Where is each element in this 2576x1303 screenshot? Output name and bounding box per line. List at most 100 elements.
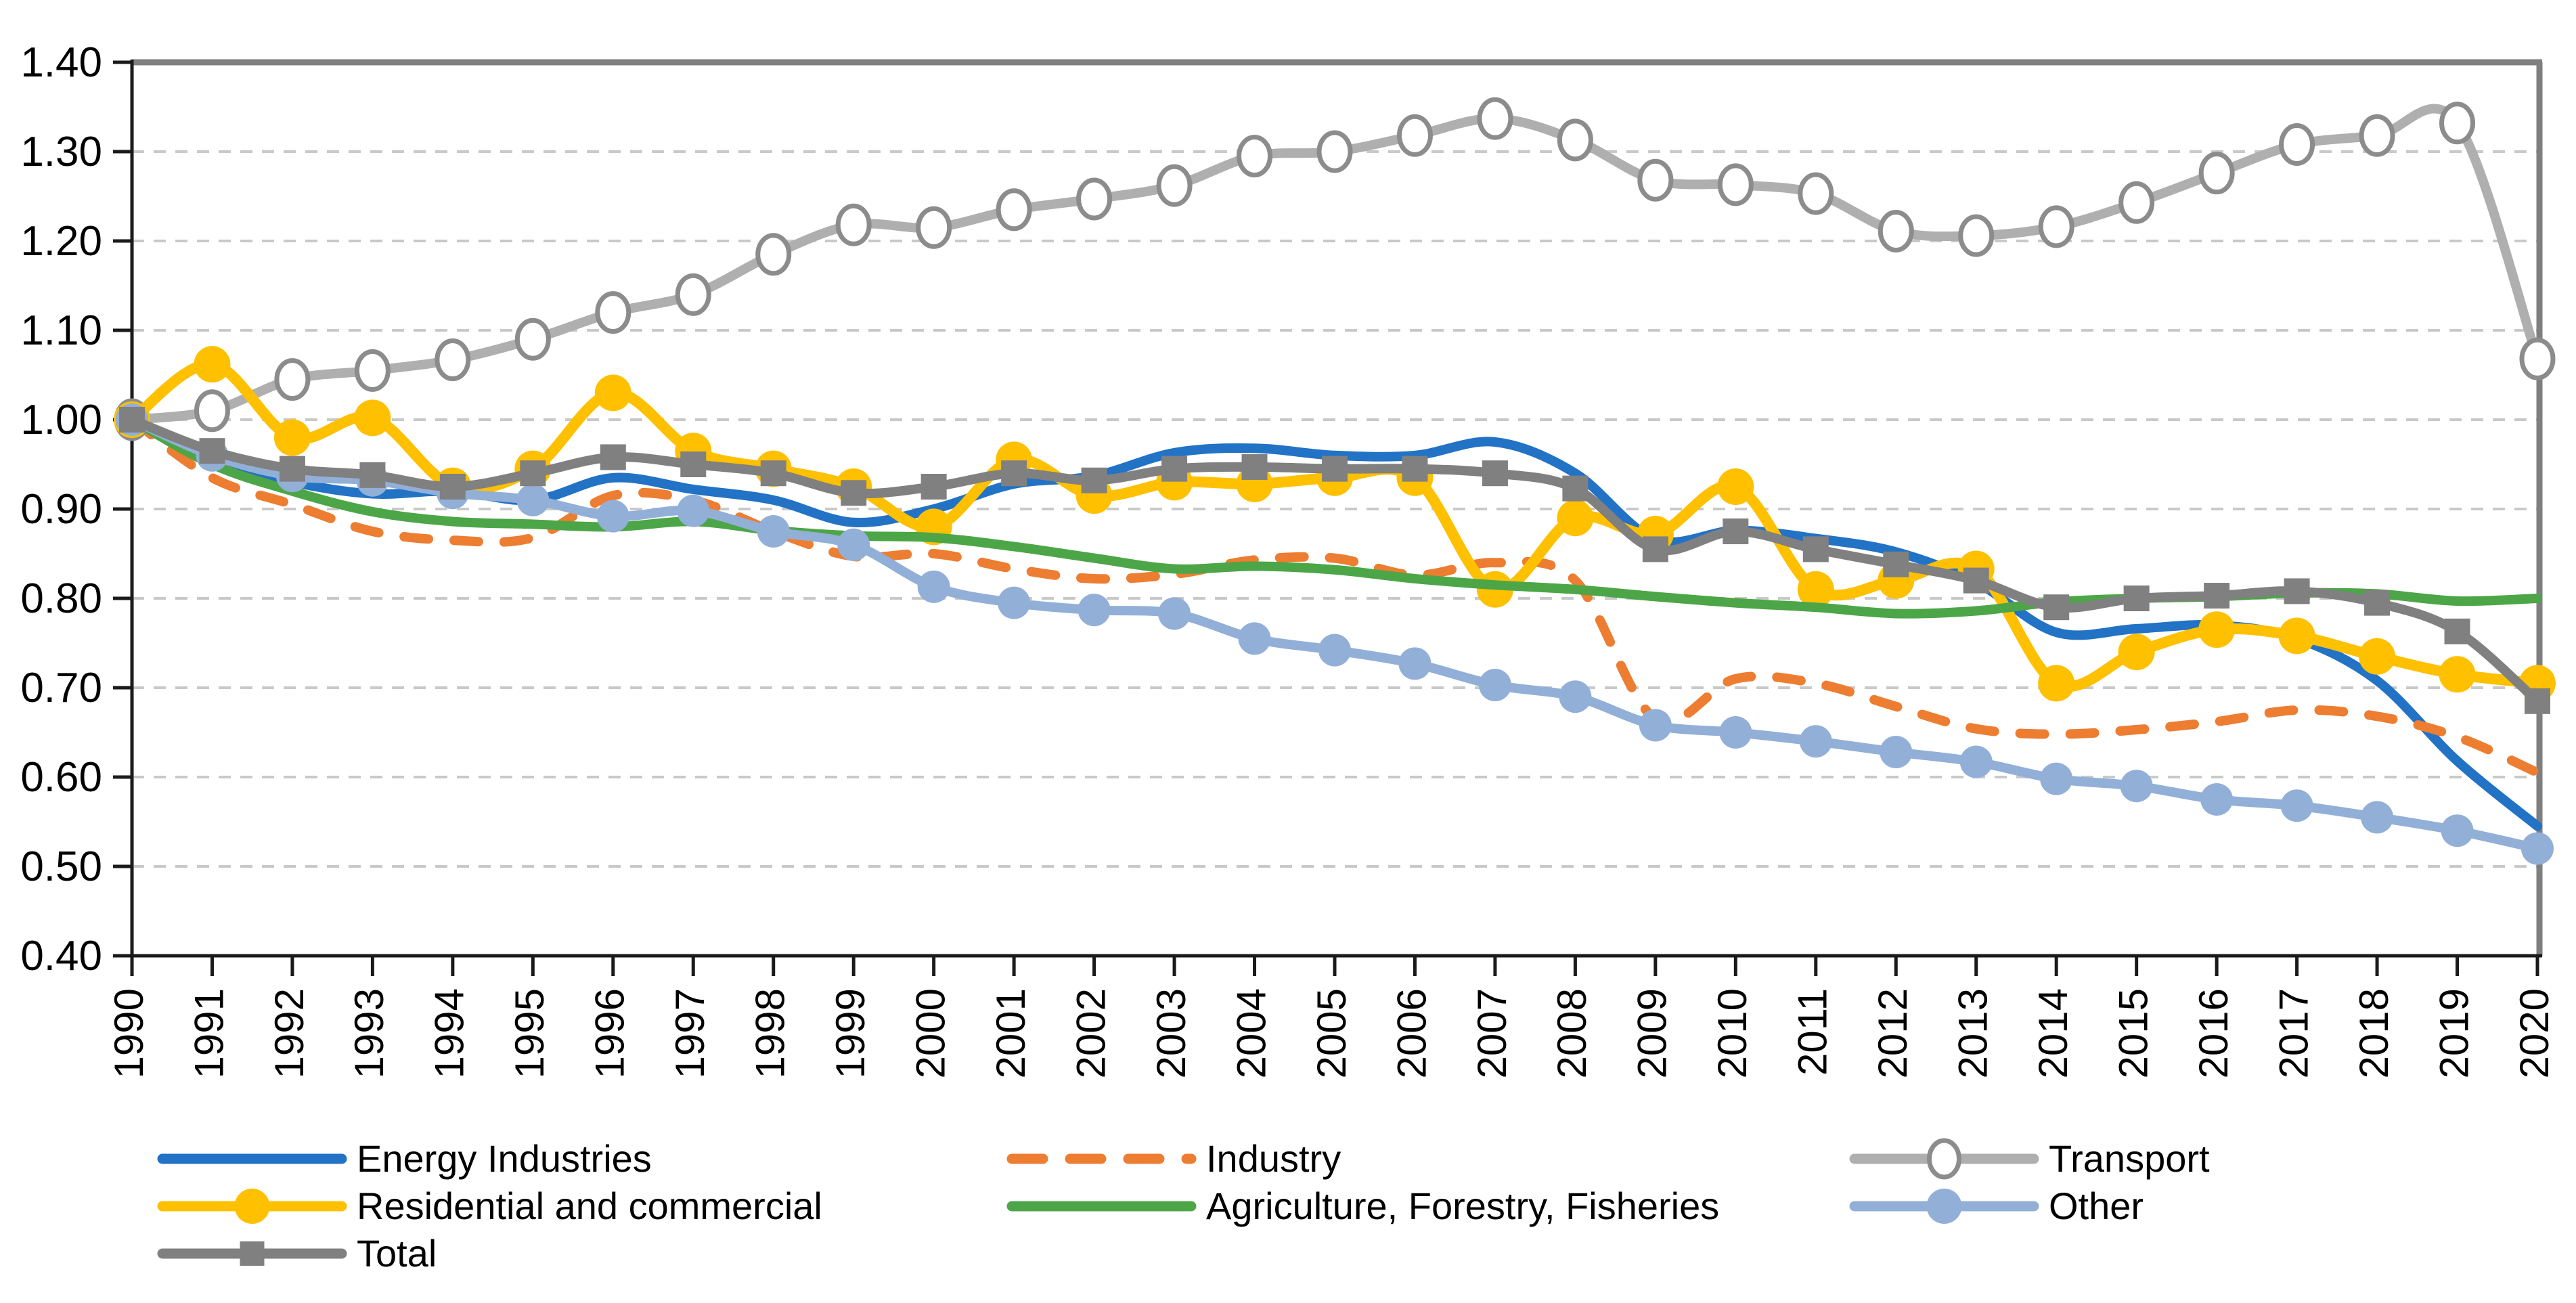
series-marker-other: [2120, 770, 2153, 803]
series-marker-other: [1719, 716, 1752, 749]
series-marker-transport: [514, 317, 551, 361]
series-marker-total: [1322, 456, 1348, 482]
series-marker-other: [1880, 736, 1913, 769]
series-marker-transport: [1477, 97, 1513, 140]
series-marker-total: [2364, 590, 2391, 616]
x-axis-label: 2010: [1710, 988, 1755, 1078]
series-marker-transport: [1156, 164, 1193, 207]
legend-label-energy-industries: Energy Industries: [357, 1137, 652, 1180]
series-marker-other: [1318, 634, 1351, 667]
series-marker-residential-and-commercial: [1717, 468, 1754, 505]
x-axis-label: 1990: [106, 988, 152, 1078]
series-marker-residential-and-commercial: [1797, 571, 1834, 608]
series-marker-transport: [2279, 123, 2315, 166]
x-axis-label: 1995: [507, 988, 552, 1078]
y-axis-label: 0.80: [20, 575, 102, 622]
x-axis-label: 2013: [1951, 988, 1996, 1078]
series-marker-total: [1161, 456, 1188, 482]
legend-label-residential-and-commercial: Residential and commercial: [357, 1185, 822, 1227]
series-marker-residential-and-commercial: [2198, 611, 2236, 648]
x-axis-label: 1997: [667, 988, 713, 1078]
x-axis-label: 1996: [587, 988, 633, 1078]
legend-label-total: Total: [357, 1232, 437, 1275]
x-axis-label: 2006: [1389, 988, 1434, 1078]
legend-item-industry: Industry: [1006, 1137, 1341, 1180]
series-marker-other: [2200, 783, 2234, 816]
y-axis-label: 0.50: [20, 843, 102, 890]
x-axis-label: 2012: [1870, 988, 1915, 1078]
x-axis-label: 1998: [748, 988, 793, 1078]
series-marker-transport: [1878, 209, 1914, 252]
series-marker-transport: [1958, 214, 1995, 257]
series-marker-residential-and-commercial: [2439, 656, 2476, 693]
series-marker-other: [757, 515, 790, 548]
legend-marker-residential-and-commercial: [234, 1189, 270, 1224]
series-marker-total: [1241, 454, 1268, 480]
series-marker-total: [600, 444, 626, 470]
series-marker-other: [917, 570, 950, 603]
series-marker-other: [2280, 789, 2313, 822]
series-marker-other: [1078, 594, 1111, 627]
series-marker-total: [1802, 536, 1829, 562]
series-marker-transport: [835, 203, 872, 246]
y-axis-label: 0.90: [20, 486, 102, 533]
series-marker-residential-and-commercial: [354, 399, 391, 437]
series-marker-total: [1081, 467, 1107, 493]
x-axis-label: 1991: [186, 988, 231, 1078]
x-axis-label: 2017: [2271, 988, 2316, 1078]
x-axis-label: 2005: [1309, 988, 1354, 1078]
y-axis-label: 1.30: [20, 129, 102, 175]
series-marker-residential-and-commercial: [2038, 665, 2075, 702]
series-marker-total: [359, 462, 386, 488]
series-marker-total: [2444, 618, 2470, 644]
series-marker-transport: [755, 233, 792, 276]
series-marker-residential-and-commercial: [2359, 638, 2396, 675]
series-marker-residential-and-commercial: [2278, 617, 2315, 655]
series-marker-other: [1158, 597, 1191, 630]
x-axis-label: 1994: [427, 988, 472, 1078]
series-marker-total: [1402, 456, 1428, 482]
x-axis-label: 1992: [267, 988, 312, 1078]
y-axis-label: 1.20: [20, 218, 102, 265]
series-marker-total: [199, 438, 225, 464]
series-marker-transport: [1076, 177, 1113, 221]
x-axis-label: 2004: [1228, 988, 1274, 1078]
x-axis-label: 2014: [2030, 988, 2076, 1078]
series-marker-transport: [2038, 205, 2074, 248]
legend-marker-total: [240, 1241, 265, 1266]
series-marker-transport: [2118, 181, 2155, 224]
x-axis-label: 2009: [1630, 988, 1675, 1078]
x-axis-label: 2000: [908, 988, 954, 1078]
series-marker-total: [1001, 460, 1027, 487]
x-axis-label: 2016: [2191, 988, 2236, 1078]
legend-item-total: Total: [157, 1232, 437, 1275]
x-axis-label: 1999: [828, 988, 873, 1078]
y-axis-label: 1.00: [20, 397, 102, 443]
series-marker-transport: [1798, 172, 1834, 215]
x-axis-label: 2015: [2111, 988, 2156, 1078]
series-marker-transport: [996, 188, 1032, 231]
series-marker-residential-and-commercial: [2118, 634, 2155, 671]
legend-label-industry: Industry: [1206, 1137, 1341, 1180]
series-marker-total: [2123, 586, 2150, 611]
series-marker-residential-and-commercial: [273, 419, 311, 456]
x-axis-label: 2011: [1790, 988, 1836, 1076]
series-marker-total: [520, 460, 546, 487]
x-axis-label: 2007: [1469, 988, 1515, 1078]
legend-item-other: Other: [1849, 1185, 2144, 1227]
x-axis-label: 2008: [1549, 988, 1595, 1078]
series-marker-total: [1482, 460, 1508, 487]
legend-item-transport: Transport: [1849, 1137, 2210, 1180]
series-marker-residential-and-commercial: [194, 346, 231, 383]
x-axis-label: 2018: [2351, 988, 2397, 1078]
series-marker-transport: [1237, 135, 1273, 178]
series-marker-transport: [1637, 158, 1674, 202]
y-axis-label: 0.70: [20, 665, 102, 711]
legend-item-residential-and-commercial: Residential and commercial: [157, 1185, 822, 1227]
series-marker-other: [596, 500, 629, 533]
series-marker-transport: [1396, 114, 1433, 157]
series-marker-total: [2204, 583, 2230, 609]
series-marker-transport: [1316, 130, 1353, 173]
